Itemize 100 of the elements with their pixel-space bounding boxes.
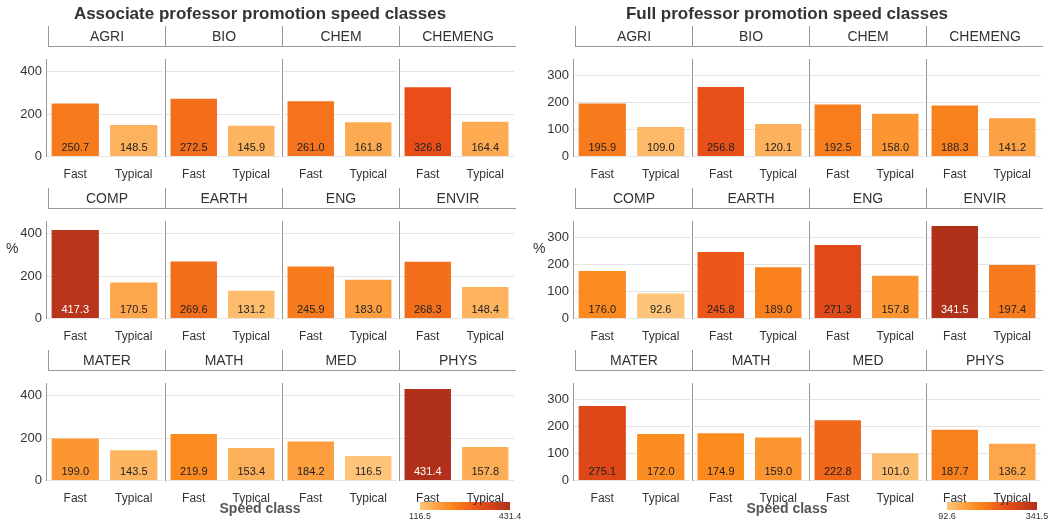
data-label: 136.2 [998,464,1027,477]
x-tick-label: Typical [876,491,914,506]
data-label: 272.5 [179,140,208,153]
x-tick-label: Fast [943,167,968,182]
x-tick-label: Typical [642,329,680,344]
x-tick-label: Typical [993,167,1031,182]
y-tick-label: 200 [547,93,569,109]
data-label: 256.8 [706,140,735,153]
chart-title: ENVIR [399,188,516,209]
chart-title: MATH [165,350,282,371]
chart-title: EARTH [692,188,809,209]
data-label: 269.6 [179,302,208,315]
data-label: 245.8 [706,302,735,315]
data-label: 172.0 [646,464,675,477]
data-label: 116.5 [354,464,382,477]
data-label: 120.1 [764,140,793,153]
data-label: 222.8 [823,464,852,477]
y-tick-label: 200 [20,267,42,283]
data-label: 341.5 [940,302,969,315]
x-tick-label: Fast [63,167,88,182]
chart-title: EARTH [165,188,282,209]
y-tick-label: 100 [547,283,569,299]
x-tick-label: Fast [182,329,207,344]
x-tick-label: Fast [590,491,615,506]
y-tick-label: 300 [547,390,569,406]
x-tick-label: Fast [590,329,615,344]
x-tick-label: Typical [466,329,504,344]
y-tick-label: 200 [547,417,569,433]
chart-title: PHYS [926,350,1043,371]
data-label: 159.0 [764,464,793,477]
x-tick-label: Fast [416,491,441,506]
data-label: 101.0 [881,464,910,477]
chart-title: BIO [692,26,809,47]
x-tick-label: Fast [416,167,441,182]
y-tick-label: 200 [547,255,569,271]
y-tick-label: 300 [547,228,569,244]
chart-title: AGRI [575,26,692,47]
chart-title: CHEM [809,26,926,47]
data-label: 157.8 [471,464,500,477]
data-label: 195.9 [588,140,617,153]
y-tick-label: 400 [20,225,42,241]
data-label: 275.1 [588,464,617,477]
x-tick-label: Fast [709,167,734,182]
x-tick-label: Fast [63,329,88,344]
data-label: 245.9 [296,302,325,315]
x-tick-label: Typical [642,167,680,182]
x-tick-label: Fast [182,167,207,182]
y-tick-label: 0 [561,310,569,326]
data-label: 197.4 [998,302,1027,315]
data-label: 164.4 [471,140,500,153]
data-label: 153.4 [237,464,266,477]
x-tick-label: Fast [416,329,441,344]
data-label: 326.8 [413,140,442,153]
y-tick-label: 100 [547,445,569,461]
x-tick-label: Fast [709,329,734,344]
chart-title: CHEMENG [926,26,1043,47]
text: % [6,240,19,256]
x-tick-label: Fast [590,167,615,182]
chart-title: CHEM [282,26,399,47]
data-label: 261.0 [296,140,325,153]
chart-title: BIO [165,26,282,47]
text: 92.6 [937,511,957,521]
data-label: 271.3 [823,302,852,315]
data-label: 158.0 [881,140,910,153]
x-tick-label: Typical [232,167,270,182]
y-tick-label: 0 [34,310,42,326]
data-label: 250.7 [61,140,90,153]
data-label: 131.2 [237,302,266,315]
chart-title: AGRI [48,26,165,47]
chart-title: ENVIR [926,188,1043,209]
data-label: 219.9 [179,464,208,477]
data-label: 431.4 [413,464,442,477]
y-tick-label: 0 [561,472,569,488]
x-tick-label: Typical [876,329,914,344]
data-label: 92.6 [650,302,672,315]
x-tick-label: Fast [943,491,968,506]
x-tick-label: Typical [993,329,1031,344]
y-tick-label: 0 [34,148,42,164]
x-tick-label: Fast [299,491,324,506]
x-tick-label: Fast [826,167,851,182]
x-tick-label: Typical [115,329,153,344]
chart-title: ENG [809,188,926,209]
data-label: 161.8 [354,140,383,153]
chart-title: MATH [692,350,809,371]
chart-title: CHEMENG [399,26,516,47]
chart-title: COMP [575,188,692,209]
chart-title: COMP [48,188,165,209]
x-tick-label: Typical [876,167,914,182]
data-label: 199.0 [61,464,90,477]
data-label: 148.4 [471,302,500,315]
y-tick-label: 100 [547,121,569,137]
y-tick-label: 400 [20,63,42,79]
x-tick-label: Fast [943,329,968,344]
x-tick-label: Typical [759,329,797,344]
text: Associate professor promotion speed classes [72,4,448,24]
x-tick-label: Typical [349,491,387,506]
x-tick-label: Fast [299,329,324,344]
data-label: 268.3 [413,302,442,315]
data-label: 145.9 [237,140,266,153]
data-label: 141.2 [998,140,1027,153]
